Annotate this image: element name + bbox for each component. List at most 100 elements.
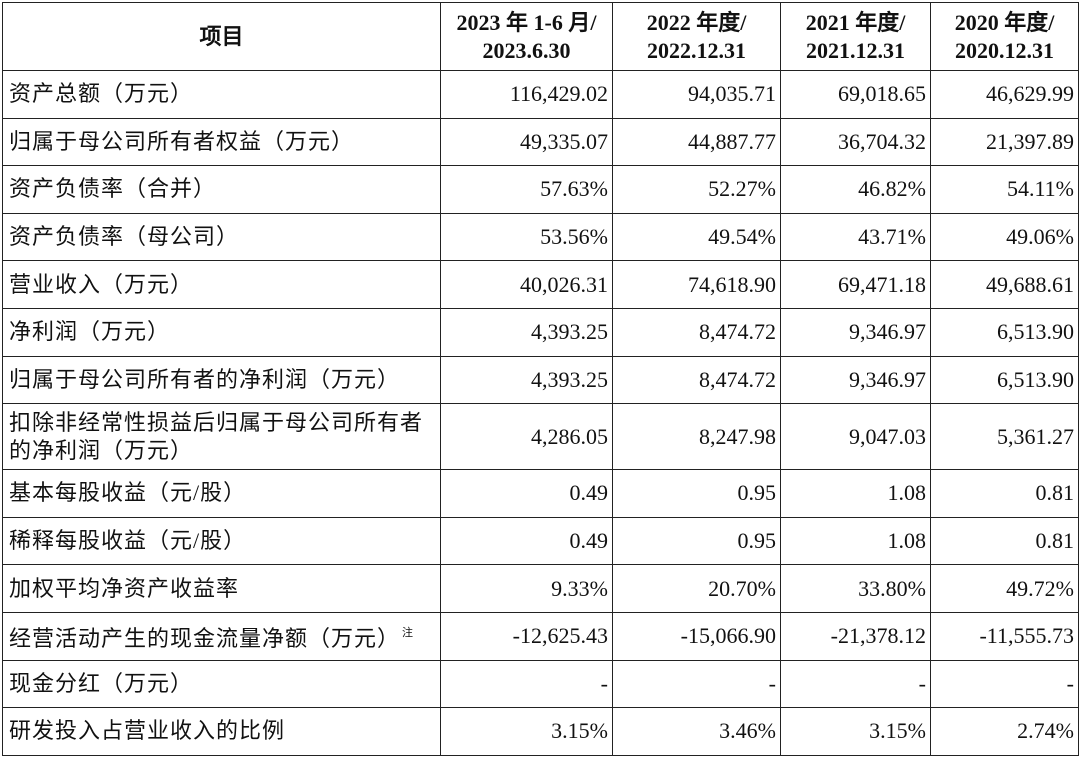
row-label: 经营活动产生的现金流量净额（万元）注	[2, 611, 441, 661]
row-label: 归属于母公司所有者权益（万元）	[2, 117, 441, 167]
value-cell: 54.11%	[930, 165, 1079, 214]
table-row: 基本每股收益（元/股） 0.49 0.95 1.08 0.81	[2, 469, 1079, 518]
header-text: 2021 年度/	[805, 9, 906, 35]
value-cell: 52.27%	[612, 165, 781, 214]
header-text: 2022.12.31	[647, 37, 746, 63]
header-text: 2023.6.30	[482, 37, 571, 63]
value-cell: 1.08	[780, 469, 931, 518]
row-label-text: 经营活动产生的现金流量净额（万元）	[9, 626, 401, 652]
row-label-text: 加权平均净资产收益率	[9, 575, 240, 601]
value-cell: 8,247.98	[612, 403, 781, 471]
header-cell: 2021 年度/2021.12.31	[780, 2, 931, 71]
value-cell: 49,688.61	[930, 260, 1079, 309]
row-label-text: 资产总额（万元）	[9, 81, 194, 107]
row-label: 营业收入（万元）	[2, 260, 441, 309]
row-label-text: 现金分红（万元）	[9, 670, 194, 696]
header-text: 2020.12.31	[955, 37, 1054, 63]
row-label-text: 基本每股收益（元/股）	[9, 480, 247, 506]
value-cell: -15,066.90	[612, 611, 781, 661]
row-label-text: 归属于母公司所有者的净利润（万元）	[9, 366, 401, 392]
value-cell: -	[440, 659, 613, 709]
table-row: 归属于母公司所有者权益（万元） 49,335.07 44,887.77 36,704.…	[2, 117, 1079, 167]
value-cell: 0.81	[930, 469, 1079, 518]
value-cell: 0.49	[440, 469, 613, 518]
value-cell: 9,346.97	[780, 355, 931, 405]
table-row: 现金分红（万元） - - - -	[2, 659, 1079, 709]
value-cell: -21,378.12	[780, 611, 931, 661]
footnote-mark: 注	[402, 627, 415, 640]
row-label: 资产总额（万元）	[2, 70, 441, 119]
value-cell: 57.63%	[440, 165, 613, 214]
row-label: 资产负债率（合并）	[2, 165, 441, 214]
value-cell: 94,035.71	[612, 70, 781, 119]
value-cell: 2.74%	[930, 707, 1079, 756]
value-cell: 3.15%	[440, 707, 613, 756]
value-cell: 46.82%	[780, 165, 931, 214]
value-cell: 40,026.31	[440, 260, 613, 309]
value-cell: -	[612, 659, 781, 709]
table-row: 归属于母公司所有者的净利润（万元） 4,393.25 8,474.72 9,346.9…	[2, 355, 1079, 405]
row-label-text: 营业收入（万元）	[9, 271, 194, 297]
row-label-text: 扣除非经常性损益后归属于母公司所有者的净利润（万元）	[9, 409, 424, 463]
row-label: 基本每股收益（元/股）	[2, 469, 441, 518]
value-cell: 49.72%	[930, 564, 1079, 613]
value-cell: 5,361.27	[930, 403, 1079, 471]
value-cell: -11,555.73	[930, 611, 1079, 661]
header-cell: 2020 年度/2020.12.31	[930, 2, 1079, 71]
value-cell: 3.15%	[780, 707, 931, 756]
value-cell: 20.70%	[612, 564, 781, 613]
value-cell: 4,286.05	[440, 403, 613, 471]
value-cell: 0.81	[930, 516, 1079, 566]
value-cell: 69,018.65	[780, 70, 931, 119]
row-label-text: 资产负债率（合并）	[9, 176, 217, 202]
table-row: 资产负债率（合并） 57.63% 52.27% 46.82% 54.11%	[2, 165, 1079, 214]
row-label-text: 研发投入占营业收入的比例	[9, 718, 286, 744]
value-cell: 44,887.77	[612, 117, 781, 167]
table-row: 资产负债率（母公司） 53.56% 49.54% 43.71% 49.06%	[2, 212, 1079, 262]
table-row: 加权平均净资产收益率 9.33% 20.70% 33.80% 49.72%	[2, 564, 1079, 613]
row-label: 扣除非经常性损益后归属于母公司所有者的净利润（万元）	[2, 403, 441, 471]
value-cell: 49.54%	[612, 212, 781, 262]
table-row: 净利润（万元） 4,393.25 8,474.72 9,346.97 6,513.90	[2, 307, 1079, 357]
header-cell: 项目	[2, 2, 441, 71]
value-cell: 116,429.02	[440, 70, 613, 119]
row-label: 研发投入占营业收入的比例	[2, 707, 441, 756]
value-cell: 46,629.99	[930, 70, 1079, 119]
value-cell: -12,625.43	[440, 611, 613, 661]
header-text: 2022 年度/	[646, 9, 747, 35]
value-cell: 0.95	[612, 516, 781, 566]
value-cell: 9,346.97	[780, 307, 931, 357]
table-body: 资产总额（万元） 116,429.02 94,035.71 69,018.65 46,6…	[2, 70, 1079, 756]
value-cell: 8,474.72	[612, 307, 781, 357]
row-label: 归属于母公司所有者的净利润（万元）	[2, 355, 441, 405]
value-cell: 9,047.03	[780, 403, 931, 471]
row-label: 加权平均净资产收益率	[2, 564, 441, 613]
header-cell: 2023 年 1-6 月/2023.6.30	[440, 2, 613, 71]
row-label: 稀释每股收益（元/股）	[2, 516, 441, 566]
value-cell: 69,471.18	[780, 260, 931, 309]
value-cell: -	[930, 659, 1079, 709]
table-row: 经营活动产生的现金流量净额（万元）注 -12,625.43 -15,066.90 -2…	[2, 611, 1079, 661]
value-cell: 8,474.72	[612, 355, 781, 405]
header-text: 2020 年度/	[954, 9, 1055, 35]
value-cell: 49.06%	[930, 212, 1079, 262]
header-row: 项目 2023 年 1-6 月/2023.6.30 2022 年度/2022.12.…	[2, 2, 1079, 71]
value-cell: 3.46%	[612, 707, 781, 756]
value-cell: 49,335.07	[440, 117, 613, 167]
value-cell: -	[780, 659, 931, 709]
row-label-text: 归属于母公司所有者权益（万元）	[9, 128, 355, 154]
header-text: 2021.12.31	[806, 37, 905, 63]
value-cell: 53.56%	[440, 212, 613, 262]
value-cell: 74,618.90	[612, 260, 781, 309]
table-row: 稀释每股收益（元/股） 0.49 0.95 1.08 0.81	[2, 516, 1079, 566]
row-label-text: 资产负债率（母公司）	[9, 224, 240, 250]
row-label-text: 稀释每股收益（元/股）	[9, 528, 247, 554]
table-row: 营业收入（万元） 40,026.31 74,618.90 69,471.18 49,68…	[2, 260, 1079, 309]
row-label: 资产负债率（母公司）	[2, 212, 441, 262]
value-cell: 0.49	[440, 516, 613, 566]
row-label-text: 净利润（万元）	[9, 319, 171, 345]
value-cell: 21,397.89	[930, 117, 1079, 167]
value-cell: 36,704.32	[780, 117, 931, 167]
value-cell: 43.71%	[780, 212, 931, 262]
